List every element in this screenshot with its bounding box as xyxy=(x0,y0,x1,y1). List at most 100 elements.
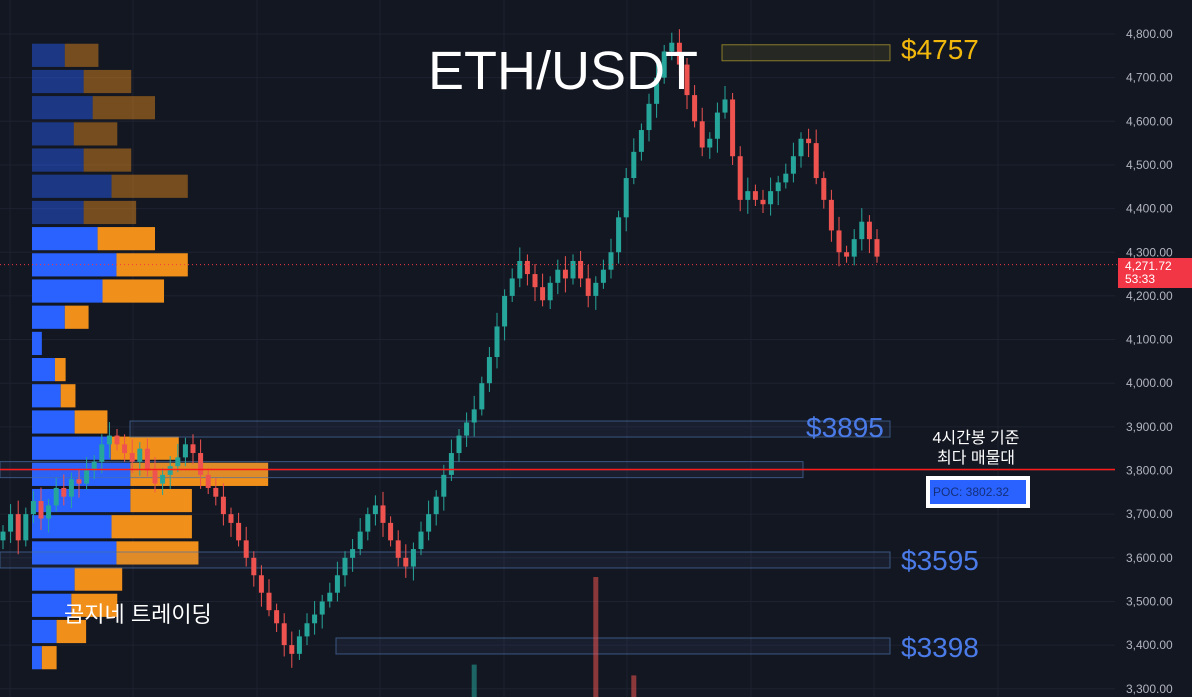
vp-buy-bar xyxy=(32,541,117,565)
candle-body xyxy=(410,549,416,567)
candle-body xyxy=(585,278,591,296)
candle-body xyxy=(494,326,500,358)
y-tick-label: 4,500.00 xyxy=(1126,158,1173,172)
candle-body xyxy=(228,514,234,523)
candle-body xyxy=(806,138,812,144)
candle-body xyxy=(53,487,59,506)
volume-bar xyxy=(631,675,637,697)
chart-title: ETH/USDT xyxy=(428,41,698,101)
candle-body xyxy=(266,592,272,611)
volume-bar xyxy=(593,577,599,697)
candle-body xyxy=(509,278,515,296)
candle-body xyxy=(289,645,295,654)
vp-buy-bar xyxy=(32,227,98,251)
candle-body xyxy=(357,531,363,550)
candle-body xyxy=(198,453,204,475)
candle-body xyxy=(593,282,599,296)
candle-body xyxy=(570,260,576,279)
candle-body xyxy=(600,269,606,283)
level-label-3398: $3398 xyxy=(901,632,979,663)
candle-body xyxy=(175,457,181,467)
candle-body xyxy=(0,531,6,541)
candle-body xyxy=(327,592,333,602)
candle-body xyxy=(205,474,211,488)
candle-body xyxy=(714,112,720,139)
candle-body xyxy=(486,357,492,384)
candle-body xyxy=(783,173,789,183)
candle-body xyxy=(676,42,682,65)
candle-body xyxy=(15,514,21,541)
candle-body xyxy=(334,575,340,593)
candle-body xyxy=(752,191,758,200)
y-tick-label: 4,100.00 xyxy=(1126,333,1173,347)
candle-body xyxy=(144,448,150,471)
candle-body xyxy=(403,557,409,567)
vp-sell-bar xyxy=(41,646,57,670)
candle-body xyxy=(844,252,850,257)
candle-body xyxy=(372,505,378,515)
vp-sell-bar xyxy=(56,619,87,644)
level-label-3595: $3595 xyxy=(901,545,979,576)
level-label-4757: $4757 xyxy=(901,34,979,65)
candle-body xyxy=(456,435,462,454)
candle-body xyxy=(388,522,394,541)
y-tick-label: 4,800.00 xyxy=(1126,27,1173,41)
candle-body xyxy=(479,383,485,410)
watermark: 곰지네 트레이딩 xyxy=(64,602,212,627)
price-axis[interactable]: 4,800.00 4,700.00 4,600.00 4,500.00 4,400.00… xyxy=(1126,27,1173,696)
candle-body xyxy=(608,252,614,270)
poc-annotation: 4시간봉 기준 최다 매물대 xyxy=(906,429,1046,469)
zone-3398 xyxy=(335,637,891,655)
y-tick-label: 4,600.00 xyxy=(1126,114,1173,128)
vp-buy-bar xyxy=(32,96,93,120)
vp-sell-bar xyxy=(74,410,108,434)
vp-sell-bar xyxy=(111,174,188,198)
candle-body xyxy=(540,287,546,301)
y-tick-label: 3,500.00 xyxy=(1126,594,1173,608)
candle-body xyxy=(737,156,743,200)
candle-body xyxy=(638,130,644,152)
candle-body xyxy=(213,487,219,497)
candle-body xyxy=(813,143,819,179)
candle-body xyxy=(350,549,356,558)
candle-body xyxy=(441,474,447,497)
vp-sell-bar xyxy=(116,541,199,565)
vp-sell-bar xyxy=(74,567,123,591)
candle-body xyxy=(555,269,561,283)
vp-buy-bar xyxy=(32,43,65,67)
vp-sell-bar xyxy=(130,488,192,513)
candle-body xyxy=(76,479,82,484)
vp-sell-bar xyxy=(97,227,155,251)
candle-body xyxy=(722,99,728,113)
candle-body xyxy=(426,514,432,532)
last-price-value: 4,271.72 xyxy=(1125,259,1172,273)
last-price-badge[interactable]: 4,271.72 53:33 xyxy=(1118,258,1192,288)
candle-body xyxy=(114,435,120,445)
candle-body xyxy=(433,496,439,515)
candle-body xyxy=(760,199,766,205)
vp-buy-bar xyxy=(32,331,42,356)
candle-body xyxy=(167,466,173,475)
vp-sell-bar xyxy=(92,96,155,120)
zone-4757 xyxy=(721,44,891,62)
y-tick-label: 4,200.00 xyxy=(1126,289,1173,303)
candle-body xyxy=(836,230,842,253)
candle-body xyxy=(38,501,44,519)
vp-buy-bar xyxy=(32,174,112,198)
candle-body xyxy=(790,156,796,174)
candle-body xyxy=(578,260,584,279)
vp-buy-bar xyxy=(32,384,61,408)
y-tick-label: 3,400.00 xyxy=(1126,638,1173,652)
candle-body xyxy=(160,474,166,484)
vp-buy-bar xyxy=(32,436,111,460)
candle-body xyxy=(699,121,705,148)
candle-body xyxy=(768,191,774,205)
candle-body xyxy=(798,138,804,157)
vp-buy-bar xyxy=(32,515,112,539)
vp-buy-bar xyxy=(32,410,75,434)
vp-buy-bar xyxy=(32,279,103,303)
candle-body xyxy=(380,505,386,523)
y-tick-label: 3,800.00 xyxy=(1126,464,1173,478)
poc-annotation-line2: 최다 매물대 xyxy=(936,450,1016,467)
